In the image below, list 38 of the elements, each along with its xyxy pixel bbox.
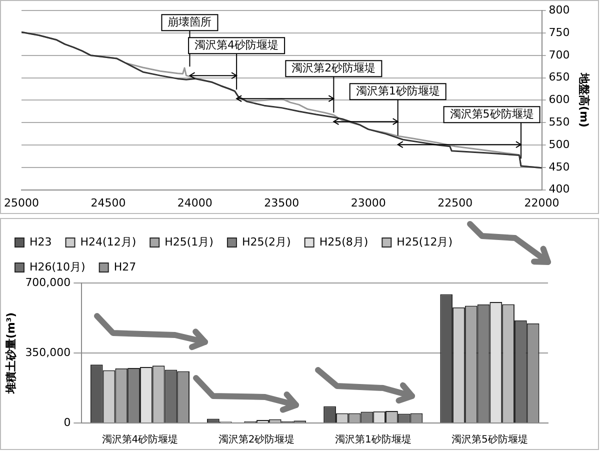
ref-line-label: 濁沢第2砂防堰堤 xyxy=(292,61,376,74)
y-tick-label: 750 xyxy=(548,26,570,39)
y-tick-label: 350,000 xyxy=(25,346,71,359)
y-tick-label: 500 xyxy=(548,138,570,151)
ref-line-label: 濁沢第5砂防堰堤 xyxy=(450,107,534,120)
x-tick-label: 23000 xyxy=(350,196,386,210)
y-tick-label: 450 xyxy=(548,160,570,174)
x-tick-label: 22500 xyxy=(438,196,473,210)
x-tick-label: 25000 xyxy=(4,196,39,210)
legend-label: H23 xyxy=(30,235,52,248)
x-tick-label: 濁沢第2砂防堰堤 xyxy=(218,434,295,446)
ref-line-label: 崩壊箇所 xyxy=(168,15,212,28)
x-tick-label: 濁沢第4砂防堰堤 xyxy=(102,434,178,446)
y-axis-title: 堆積土砂量(m³) xyxy=(4,312,18,395)
legend-label: H27 xyxy=(114,260,136,274)
legend-label: H24(12月) xyxy=(80,235,136,248)
legend-label: H25(8月) xyxy=(319,235,368,248)
x-tick-label: 濁沢第1砂防堰堤 xyxy=(334,434,412,446)
x-tick-label: 24500 xyxy=(90,196,126,210)
legend-label: H26(10月) xyxy=(30,260,86,274)
legend-label: H25(2月) xyxy=(242,235,291,248)
y-tick-label: 400 xyxy=(548,182,570,196)
x-tick-label: 22000 xyxy=(524,196,560,210)
legend-label: H25(1月) xyxy=(164,235,214,248)
ref-line-label: 濁沢第4砂防堰堤 xyxy=(194,38,279,52)
x-tick-label: 濁沢第5砂防堰堤 xyxy=(452,434,528,446)
y-tick-label: 700,000 xyxy=(25,276,71,289)
legend-label: H25(12月) xyxy=(396,235,453,248)
y-tick-label: 550 xyxy=(548,115,570,128)
y-tick-label: 600 xyxy=(548,93,570,106)
y-axis-title: 地盤高(m) xyxy=(578,72,591,128)
x-tick-label: 23500 xyxy=(264,196,300,210)
y-tick-label: 0 xyxy=(64,416,71,429)
y-tick-label: 800 xyxy=(548,3,570,16)
y-tick-label: 650 xyxy=(548,70,570,84)
ref-line-label: 濁沢第1砂防堰堤 xyxy=(356,84,440,98)
y-tick-label: 700 xyxy=(548,48,570,62)
x-tick-label: 24000 xyxy=(177,196,212,210)
